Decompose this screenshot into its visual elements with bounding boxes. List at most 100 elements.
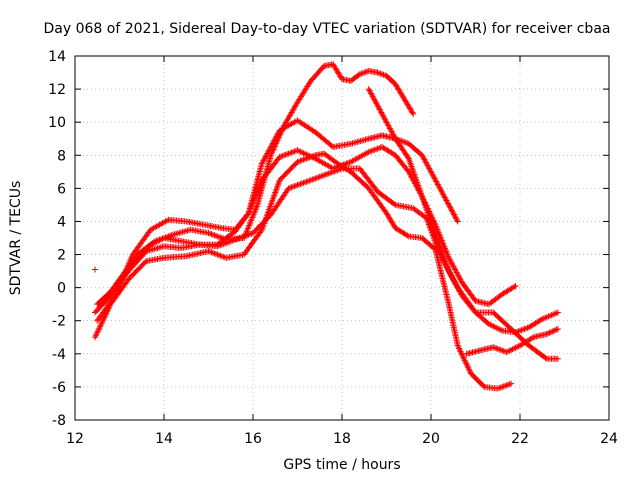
data-point <box>330 165 337 172</box>
data-point <box>503 349 510 356</box>
data-point <box>162 234 169 241</box>
data-point <box>465 364 472 371</box>
data-point <box>549 328 556 335</box>
data-point <box>298 157 305 164</box>
series-track-1 <box>92 150 515 392</box>
data-point <box>214 233 221 240</box>
data-point <box>295 181 302 188</box>
data-point <box>319 172 326 179</box>
data-point <box>496 346 503 353</box>
data-point <box>297 180 304 187</box>
data-point <box>306 177 313 184</box>
data-point <box>92 266 99 273</box>
data-point <box>458 351 465 358</box>
data-point <box>156 236 163 243</box>
data-point <box>451 212 458 219</box>
data-point <box>364 149 371 156</box>
y-tick-label: -8 <box>52 413 66 429</box>
data-point <box>341 161 348 168</box>
data-point <box>161 235 167 241</box>
data-point <box>456 346 463 353</box>
data-point <box>399 138 406 145</box>
data-point <box>272 141 279 148</box>
series-track-5 <box>98 61 417 308</box>
data-point <box>310 175 317 182</box>
data-point <box>505 348 512 355</box>
data-point <box>517 327 523 334</box>
data-point <box>459 352 466 359</box>
data-point <box>445 201 452 208</box>
data-point <box>455 344 462 351</box>
data-point <box>215 252 222 259</box>
data-point <box>461 357 468 364</box>
data-point <box>285 185 292 192</box>
data-point <box>150 239 157 246</box>
data-point <box>524 324 531 331</box>
data-point <box>206 230 213 237</box>
data-point <box>552 327 559 334</box>
data-point <box>404 232 411 239</box>
data-point <box>368 147 375 154</box>
data-point <box>152 238 159 245</box>
data-point <box>301 156 308 163</box>
data-point <box>508 346 515 353</box>
data-point <box>324 171 331 178</box>
data-point <box>485 321 492 328</box>
series-track-6 <box>365 86 561 336</box>
data-point <box>337 162 344 169</box>
data-point <box>271 143 278 150</box>
data-point <box>278 128 285 135</box>
data-point <box>297 157 304 164</box>
data-point <box>511 283 518 290</box>
data-point <box>205 248 212 255</box>
data-point <box>460 354 467 361</box>
data-point <box>307 153 314 160</box>
data-point <box>209 231 216 238</box>
data-point <box>512 329 519 336</box>
data-point <box>306 152 313 159</box>
data-point <box>273 140 280 147</box>
data-point <box>506 381 513 388</box>
data-point <box>166 232 173 239</box>
data-point <box>290 183 297 190</box>
data-point <box>206 248 213 255</box>
y-tick-label: 14 <box>48 49 66 65</box>
data-point <box>499 347 506 354</box>
data-point <box>300 150 307 157</box>
data-point <box>450 211 457 218</box>
data-point <box>279 125 286 132</box>
y-axis-label: SDTVAR / TECUs <box>8 181 24 296</box>
data-point <box>452 214 459 221</box>
data-point <box>554 326 561 332</box>
y-tick-label: -2 <box>52 314 66 330</box>
data-point <box>163 217 170 224</box>
x-tick-label: 24 <box>600 431 618 447</box>
data-point <box>301 179 308 186</box>
data-point <box>343 160 350 167</box>
data-point <box>346 159 353 166</box>
data-point <box>208 231 215 238</box>
x-tick-label: 18 <box>333 431 351 447</box>
data-point <box>458 349 465 356</box>
data-point <box>518 327 525 334</box>
data-point <box>295 148 302 154</box>
data-point <box>273 138 280 145</box>
data-point <box>244 211 251 218</box>
data-point <box>490 344 497 351</box>
data-point <box>409 109 416 116</box>
y-tick-label: 8 <box>57 148 66 164</box>
data-point <box>247 231 254 238</box>
data-point <box>521 326 528 332</box>
data-point <box>313 174 320 181</box>
data-point <box>449 208 456 215</box>
data-point <box>218 253 225 260</box>
data-point <box>158 236 165 243</box>
data-point <box>374 69 381 76</box>
data-point <box>514 344 521 351</box>
x-tick-label: 16 <box>244 431 262 447</box>
data-point <box>279 152 286 159</box>
data-point <box>554 355 561 362</box>
y-tick-label: 2 <box>57 248 66 264</box>
